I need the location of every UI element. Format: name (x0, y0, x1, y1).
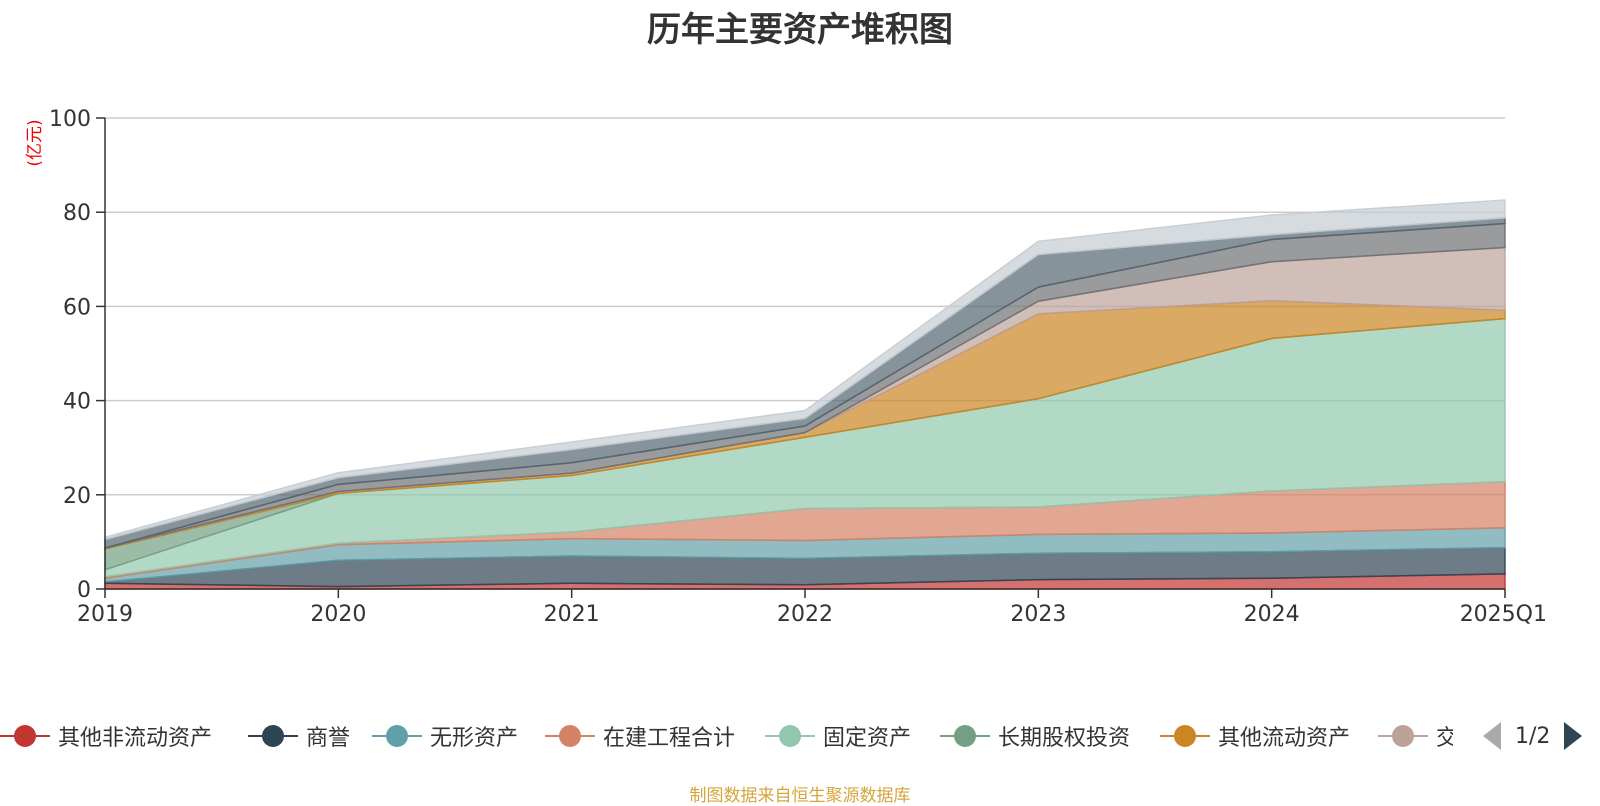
data-source-note: 制图数据来自恒生聚源数据库 (689, 786, 911, 806)
legend-label: 其他非流动资产 (58, 726, 213, 751)
x-tick-label: 2020 (310, 602, 366, 627)
legend-pager: 1/2 (1483, 718, 1583, 754)
legend-clip (1453, 718, 1483, 758)
x-tick-label: 2019 (77, 602, 133, 627)
legend-item[interactable]: 无形资产 (372, 718, 518, 754)
axes (96, 117, 1506, 598)
legend-marker-icon (248, 718, 298, 754)
legend: 其他非流动资产 商誉 无形资产 在建工程合计 固定资产 长期股权投资 其他流动资产 交 (0, 718, 1600, 758)
legend-marker-icon (0, 718, 50, 754)
x-tick-label: 2025Q1 (1460, 602, 1547, 627)
y-tick-label: 60 (63, 295, 91, 320)
x-tick-label: 2023 (1010, 602, 1066, 627)
legend-marker-icon (765, 718, 815, 754)
legend-marker-icon (940, 718, 990, 754)
y-tick-label: 100 (49, 107, 91, 132)
legend-label: 其他流动资产 (1218, 726, 1351, 751)
legend-item[interactable]: 长期股权投资 (940, 718, 1130, 754)
area-series-存货 (104, 199, 1506, 541)
legend-item[interactable]: 在建工程合计 (545, 718, 735, 754)
x-tick-label: 2024 (1244, 602, 1300, 627)
legend-label: 无形资产 (430, 726, 519, 751)
legend-label: 固定资产 (823, 726, 912, 751)
area-series-group (104, 199, 1506, 590)
legend-next-page-icon[interactable] (1564, 722, 1583, 750)
legend-label: 长期股权投资 (998, 726, 1131, 751)
chart-title: 历年主要资产堆积图 (647, 10, 953, 50)
y-tick-label: 0 (77, 578, 91, 603)
legend-label: 交 (1436, 726, 1459, 751)
legend-item[interactable]: 固定资产 (765, 718, 911, 754)
legend-label: 商誉 (306, 726, 351, 751)
legend-marker-icon (1378, 718, 1428, 754)
stacked-area-chart: 0 20 40 60 80 100 2019 2020 2021 2022 2023 2024 2025… (25, 107, 1547, 627)
x-tick-label: 2022 (777, 602, 833, 627)
legend-marker-icon (1160, 718, 1210, 754)
legend-item[interactable]: 交 (1378, 718, 1458, 754)
y-tick-label: 40 (63, 390, 91, 415)
legend-item[interactable]: 其他流动资产 (1160, 718, 1350, 754)
legend-marker-icon (545, 718, 595, 754)
y-tick-label: 80 (63, 201, 91, 226)
y-tick-label: 20 (63, 484, 91, 509)
y-axis-label: (亿元) (25, 119, 45, 166)
tick-labels: 0 20 40 60 80 100 2019 2020 2021 2022 2023 2024 2025… (49, 107, 1547, 627)
legend-page-indicator: 1/2 (1515, 723, 1551, 749)
legend-item[interactable]: 其他非流动资产 (0, 718, 212, 754)
x-tick-label: 2021 (544, 602, 600, 627)
legend-prev-page-icon[interactable] (1483, 722, 1501, 750)
legend-item[interactable]: 商誉 (248, 718, 350, 754)
legend-label: 在建工程合计 (603, 726, 736, 751)
legend-marker-icon (372, 718, 422, 754)
